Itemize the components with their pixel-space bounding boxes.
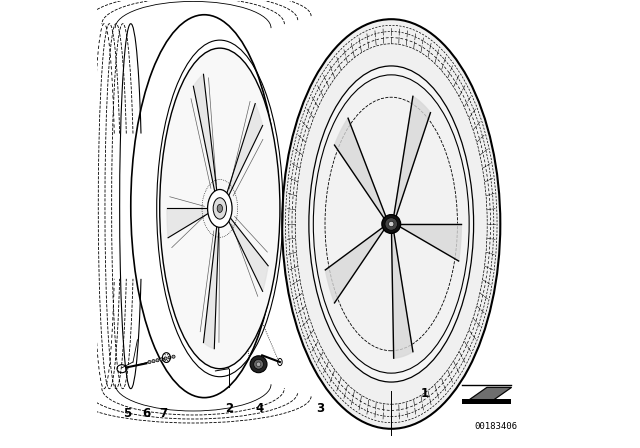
Text: 7: 7 — [159, 407, 167, 420]
Ellipse shape — [217, 204, 223, 212]
Ellipse shape — [148, 361, 151, 364]
Ellipse shape — [164, 357, 167, 360]
Text: 1: 1 — [420, 387, 429, 400]
Polygon shape — [225, 103, 262, 201]
Polygon shape — [167, 208, 212, 238]
Ellipse shape — [385, 218, 397, 230]
Polygon shape — [394, 96, 431, 217]
Polygon shape — [392, 232, 413, 358]
Ellipse shape — [213, 198, 227, 219]
Ellipse shape — [257, 362, 260, 366]
Polygon shape — [227, 214, 268, 291]
Ellipse shape — [152, 360, 155, 363]
Ellipse shape — [382, 215, 401, 233]
Ellipse shape — [314, 75, 469, 373]
Polygon shape — [193, 74, 218, 197]
Polygon shape — [335, 118, 387, 219]
Ellipse shape — [309, 66, 474, 382]
Ellipse shape — [160, 48, 280, 369]
Ellipse shape — [172, 355, 175, 358]
Text: 4: 4 — [256, 402, 264, 415]
Polygon shape — [204, 221, 219, 349]
Polygon shape — [399, 224, 461, 261]
Polygon shape — [325, 227, 385, 303]
Text: 2: 2 — [225, 402, 233, 415]
Ellipse shape — [282, 19, 500, 429]
Ellipse shape — [388, 221, 394, 227]
Text: 5: 5 — [124, 407, 132, 420]
Ellipse shape — [168, 356, 171, 359]
Text: 00183406: 00183406 — [474, 422, 517, 431]
Ellipse shape — [207, 190, 232, 227]
Ellipse shape — [250, 356, 267, 373]
Text: 3: 3 — [316, 402, 324, 415]
Text: 6: 6 — [142, 407, 150, 420]
Ellipse shape — [253, 359, 264, 369]
Bar — [463, 399, 511, 404]
Ellipse shape — [156, 359, 159, 362]
Ellipse shape — [160, 358, 163, 361]
Polygon shape — [469, 388, 511, 400]
